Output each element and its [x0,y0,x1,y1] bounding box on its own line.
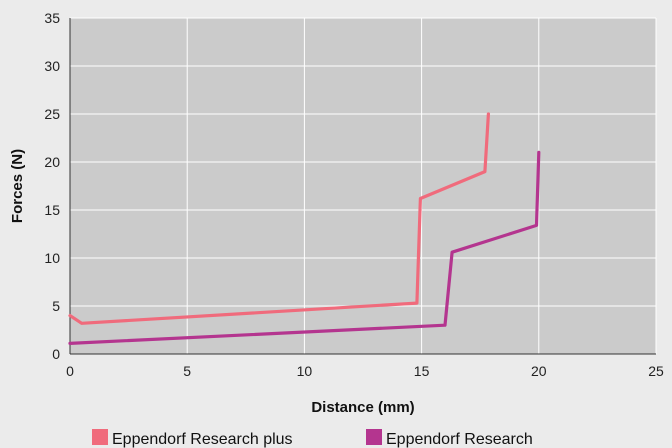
y-tick-label: 15 [44,202,60,218]
legend-label-research-plus: Eppendorf Research plus [112,431,293,448]
y-tick-label: 20 [44,154,60,170]
y-tick-label: 25 [44,106,60,122]
legend: Eppendorf Research plus Eppendorf Resear… [92,429,533,448]
y-tick-label: 0 [52,346,60,362]
y-tick-label: 35 [44,10,60,26]
legend-swatch-research-plus [92,429,108,445]
y-axis-title: Forces (N) [9,149,26,223]
y-tick-labels: 0 5 10 15 20 25 30 35 [44,10,60,362]
series-line-1 [68,150,541,345]
x-tick-label: 25 [648,363,664,379]
series-line-0 [68,112,490,325]
x-tick-label: 0 [66,363,74,379]
y-tick-label: 10 [44,250,60,266]
x-tick-labels: 0 5 10 15 20 25 [66,363,664,379]
x-axis-title: Distance (mm) [311,399,414,416]
legend-label-research: Eppendorf Research [386,431,533,448]
x-tick-label: 20 [531,363,547,379]
x-tick-label: 15 [414,363,430,379]
axes [69,18,656,355]
y-tick-label: 5 [52,298,60,314]
series-lines [68,112,541,345]
legend-swatch-research [366,429,382,445]
y-tick-label: 30 [44,58,60,74]
x-tick-label: 5 [183,363,191,379]
x-tick-label: 10 [297,363,313,379]
plot-area [70,18,656,354]
